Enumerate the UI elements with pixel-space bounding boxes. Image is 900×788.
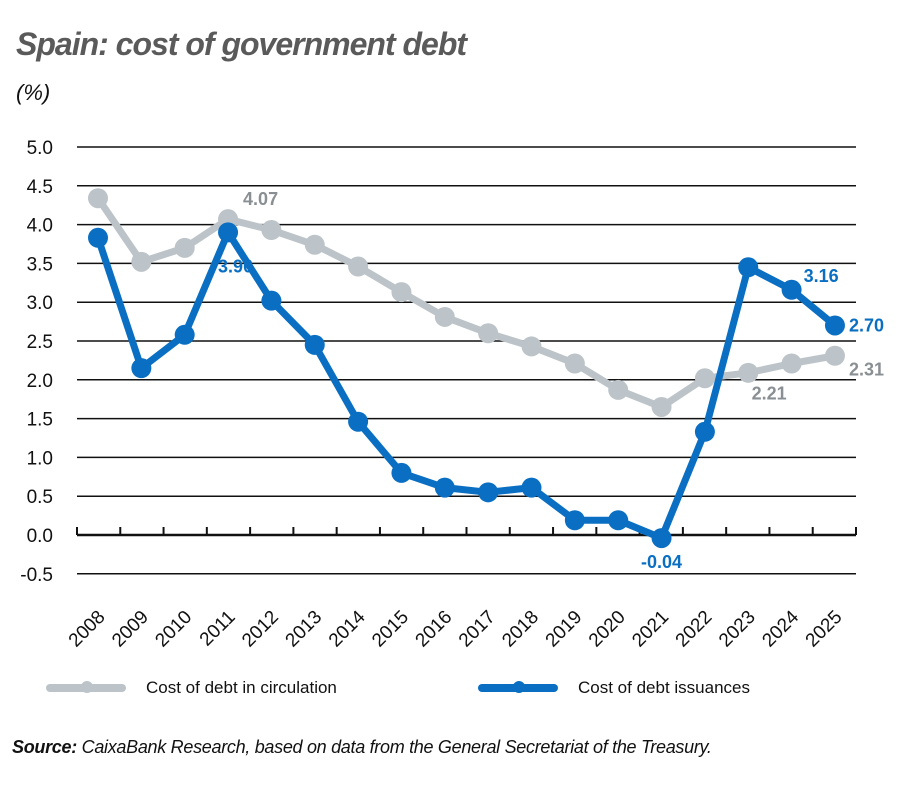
y-tick-label: 2.0 xyxy=(27,371,53,392)
data-point-marker xyxy=(608,379,629,400)
data-point-marker xyxy=(781,279,802,300)
x-tick-label: 2015 xyxy=(368,607,413,652)
x-tick-label: 2018 xyxy=(498,607,543,652)
x-tick-label: 2021 xyxy=(628,607,673,652)
data-label: 2.70 xyxy=(849,315,884,335)
data-point-marker xyxy=(304,334,325,355)
x-tick-label: 2024 xyxy=(758,606,803,651)
data-point-marker xyxy=(391,462,412,483)
x-tick-label: 2013 xyxy=(282,607,327,652)
y-tick-label: -0.5 xyxy=(20,565,53,586)
data-point-marker xyxy=(651,396,672,417)
data-point-marker xyxy=(131,358,152,379)
data-point-marker xyxy=(738,362,759,383)
data-point-marker xyxy=(304,234,325,255)
x-tick-label: 2010 xyxy=(151,607,196,652)
x-tick-label: 2023 xyxy=(715,607,760,652)
source-note: Source: CaixaBank Research, based on dat… xyxy=(12,737,712,758)
data-point-marker xyxy=(88,227,108,248)
y-tick-label: 4.0 xyxy=(27,216,53,237)
data-point-marker xyxy=(521,477,542,498)
y-tick-label: 1.5 xyxy=(27,410,53,431)
line-chart: 5.0 4.5 4.0 3.5 3.0 2.5 2.0 1.5 1.0 0.5 0.0 -0.5 20… xyxy=(20,138,884,651)
data-point-marker xyxy=(608,510,629,531)
source-prefix: Source: xyxy=(12,737,77,757)
chart-title: Spain: cost of government debt xyxy=(16,26,467,62)
data-label: 3.90 xyxy=(218,256,253,276)
x-tick-label: 2014 xyxy=(325,606,370,651)
x-tick-label: 2016 xyxy=(412,607,457,652)
data-point-marker xyxy=(174,237,195,258)
data-point-marker xyxy=(218,222,239,243)
data-label: -0.04 xyxy=(641,552,682,572)
data-point-marker xyxy=(261,220,282,241)
data-point-marker xyxy=(651,528,672,549)
data-point-marker xyxy=(478,323,499,344)
data-point-marker xyxy=(781,353,802,374)
data-label: 3.16 xyxy=(804,266,839,286)
series-lines xyxy=(88,188,845,549)
data-point-marker xyxy=(131,251,152,272)
data-point-marker xyxy=(174,324,195,345)
legend-swatch-issuances xyxy=(478,681,558,693)
data-point-marker xyxy=(521,336,542,357)
data-point-marker xyxy=(391,282,412,303)
unit-label: (%) xyxy=(16,80,51,105)
y-tick-label: 3.0 xyxy=(27,293,53,314)
data-point-marker xyxy=(261,290,282,311)
y-tick-label: 1.0 xyxy=(27,448,53,469)
issuances-line xyxy=(94,228,838,542)
x-tick-label: 2019 xyxy=(542,607,587,652)
x-tick-label: 2022 xyxy=(672,607,717,652)
x-tick-label: 2025 xyxy=(802,607,847,652)
x-tick-label: 2017 xyxy=(455,607,500,652)
x-tick-label: 2011 xyxy=(196,607,240,651)
y-tick-label: 4.5 xyxy=(27,177,53,198)
legend-swatch-circulation xyxy=(46,681,126,693)
data-point-marker xyxy=(824,315,845,336)
data-label: 2.31 xyxy=(849,360,884,380)
data-point-marker xyxy=(694,421,715,442)
data-point-marker xyxy=(434,306,455,327)
y-tick-label: 2.5 xyxy=(27,332,53,353)
gridlines xyxy=(76,146,857,575)
data-label: 2.21 xyxy=(752,384,787,404)
data-point-marker xyxy=(348,411,369,432)
legend-item-issuances: Cost of debt issuances xyxy=(478,678,750,698)
data-point-marker xyxy=(564,510,585,531)
legend-label-issuances: Cost of debt issuances xyxy=(578,678,750,697)
y-tick-label: 0.0 xyxy=(27,526,53,547)
y-tick-label: 5.0 xyxy=(27,138,53,159)
data-point-marker xyxy=(694,368,715,389)
data-point-marker xyxy=(348,256,369,277)
legend-item-circulation: Cost of debt in circulation xyxy=(46,678,337,698)
y-axis-ticks: 5.0 4.5 4.0 3.5 3.0 2.5 2.0 1.5 1.0 0.5 0.0 -0.5 xyxy=(20,138,53,586)
legend-label-circulation: Cost of debt in circulation xyxy=(146,678,337,697)
data-point-marker xyxy=(434,477,455,498)
data-point-marker xyxy=(564,353,585,374)
data-point-marker xyxy=(88,188,108,209)
source-text: CaixaBank Research, based on data from t… xyxy=(76,737,712,757)
x-tick-label: 2008 xyxy=(65,607,110,652)
data-labels: 4.07 3.90 -0.04 3.16 2.70 2.21 2.31 xyxy=(218,189,884,572)
data-point-marker xyxy=(478,482,499,503)
y-tick-label: 3.5 xyxy=(27,254,53,275)
data-point-marker xyxy=(824,345,845,366)
y-tick-label: 0.5 xyxy=(27,487,53,508)
data-point-marker xyxy=(738,257,759,278)
x-tick-label: 2020 xyxy=(585,607,630,652)
x-tick-label: 2012 xyxy=(238,607,283,652)
data-label: 4.07 xyxy=(243,189,278,209)
x-tick-label: 2009 xyxy=(108,607,153,652)
